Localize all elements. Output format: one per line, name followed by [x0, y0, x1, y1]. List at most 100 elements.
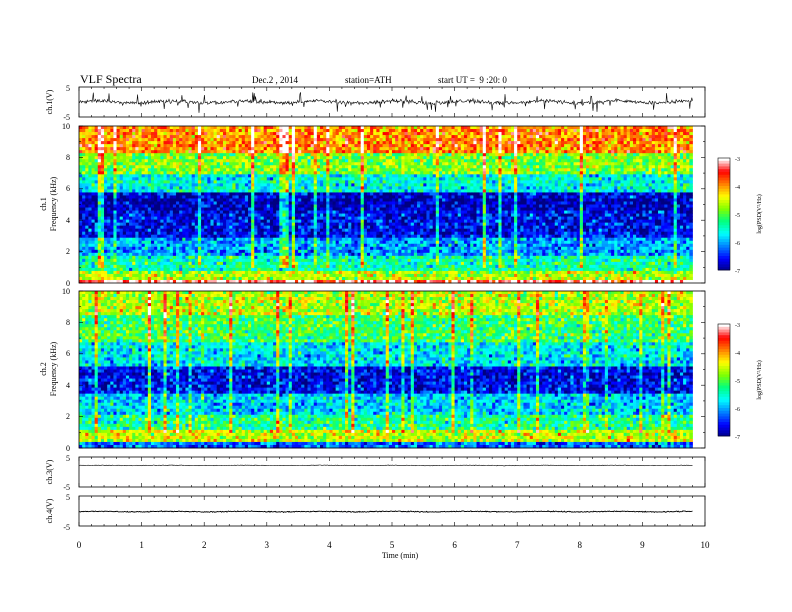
spectrogram-cell	[179, 216, 183, 220]
spectrogram-cell	[144, 162, 149, 166]
spectrogram-cell	[260, 228, 265, 233]
spectrogram-cell	[345, 267, 349, 272]
spectrogram-cell	[304, 150, 308, 154]
spectrogram-cell	[273, 240, 277, 245]
spectrogram-cell	[138, 225, 142, 230]
spectrogram-cell	[182, 138, 186, 142]
spectrogram-cell	[232, 255, 236, 260]
spectrogram-cell	[182, 171, 186, 175]
spectrogram-cell	[348, 258, 352, 263]
spectrogram-cell	[104, 258, 108, 263]
spectrogram-cell	[291, 276, 296, 281]
spectrogram-cell	[241, 240, 246, 245]
spectrogram-cell	[185, 255, 189, 260]
spectrogram-cell	[188, 186, 193, 190]
spectrogram-cell	[204, 243, 208, 248]
spectrogram-cell	[157, 207, 161, 211]
spectrogram-cell	[366, 237, 371, 242]
spectrogram-cell	[370, 141, 374, 145]
spectrogram-cell	[179, 195, 183, 199]
spectrogram-cell	[288, 192, 293, 196]
spectrogram-cell	[204, 216, 208, 220]
spectrogram-cell	[269, 258, 274, 263]
spectrogram-cell	[166, 159, 171, 163]
spectrogram-cell	[154, 222, 158, 227]
spectrogram-cell	[201, 276, 205, 281]
spectrogram-cell	[288, 147, 293, 151]
spectrogram-cell	[273, 129, 277, 133]
spectrogram-cell	[163, 177, 168, 181]
spectrogram-cell	[341, 168, 346, 172]
spectrogram-cell	[104, 195, 108, 199]
spectrogram-cell	[150, 144, 155, 148]
spectrogram-cell	[226, 174, 230, 178]
spectrogram-cell	[147, 273, 152, 278]
spectrogram-cell	[213, 198, 218, 202]
spectrogram-cell	[110, 231, 114, 236]
spectrogram-cell	[260, 216, 265, 220]
spectrogram-cell	[307, 243, 312, 248]
spectrogram-cell	[210, 183, 214, 187]
spectrogram-cell	[85, 246, 89, 251]
spectrogram-cell	[132, 126, 136, 130]
spectrogram-cell	[194, 276, 199, 281]
spectrogram-cell	[113, 270, 117, 275]
spectrogram-cell	[276, 195, 280, 199]
spectrogram-cell	[116, 129, 121, 133]
spectrogram-cell	[100, 234, 105, 239]
spectrogram-cell	[129, 255, 133, 260]
spectrogram-cell	[316, 246, 321, 251]
spectrogram-cell	[169, 234, 174, 239]
spectrogram-cell	[226, 129, 230, 133]
spectrogram-cell	[135, 129, 139, 133]
spectrogram-cell	[244, 177, 249, 181]
spectrogram-cell	[326, 135, 330, 139]
spectrogram-cell	[263, 243, 268, 248]
spectrogram-cell	[119, 252, 124, 257]
spectrogram-cell	[219, 168, 224, 172]
spectrogram-cell	[232, 204, 236, 208]
spectrogram-cell	[163, 246, 168, 251]
spectrogram-cell	[320, 153, 324, 157]
spectrogram-cell	[185, 258, 189, 263]
spectrogram-cell	[107, 249, 111, 254]
spectrogram-cell	[251, 147, 255, 151]
spectrogram-cell	[113, 213, 117, 217]
spectrogram-cell	[232, 279, 236, 284]
spectrogram-cell	[313, 261, 318, 266]
spectrogram-cell	[213, 189, 218, 193]
spectrogram-cell	[169, 273, 174, 278]
spectrogram-cell	[138, 189, 142, 193]
spectrogram-cell	[232, 270, 236, 275]
spectrogram-cell	[207, 147, 211, 151]
spectrogram-cell	[150, 234, 155, 239]
spectrogram-cell	[157, 261, 161, 266]
spectrogram-cell	[282, 234, 286, 239]
spectrogram-cell	[116, 222, 121, 227]
spectrogram-cell	[229, 144, 233, 148]
spectrogram-cell	[107, 255, 111, 260]
spectrogram-cell	[119, 141, 124, 145]
spectrogram-cell	[110, 225, 114, 230]
spectrogram-cell	[100, 135, 105, 139]
spectrogram-cell	[304, 204, 308, 208]
spectrogram-cell	[235, 168, 240, 172]
spectrogram-cell	[366, 258, 371, 263]
spectrogram-cell	[125, 144, 130, 148]
spectrogram-cell	[310, 177, 315, 181]
figure-title: VLF Spectra	[80, 72, 142, 86]
spectrogram-cell	[110, 270, 114, 275]
spectrogram-cell	[79, 132, 83, 136]
spectrogram-cell	[338, 180, 343, 184]
spectrogram-cell	[82, 135, 86, 139]
spectrogram-cell	[354, 231, 358, 236]
spectrogram-cell	[150, 138, 155, 142]
spectrogram-cell	[104, 279, 108, 284]
spectrogram-cell	[257, 186, 261, 190]
spectrogram-cell	[288, 267, 293, 272]
spectrogram-cell	[341, 246, 346, 251]
spectrogram-cell	[85, 156, 89, 160]
spectrogram-cell	[188, 135, 193, 139]
spectrogram-cell	[363, 186, 368, 190]
spectrogram-cell	[179, 204, 183, 208]
